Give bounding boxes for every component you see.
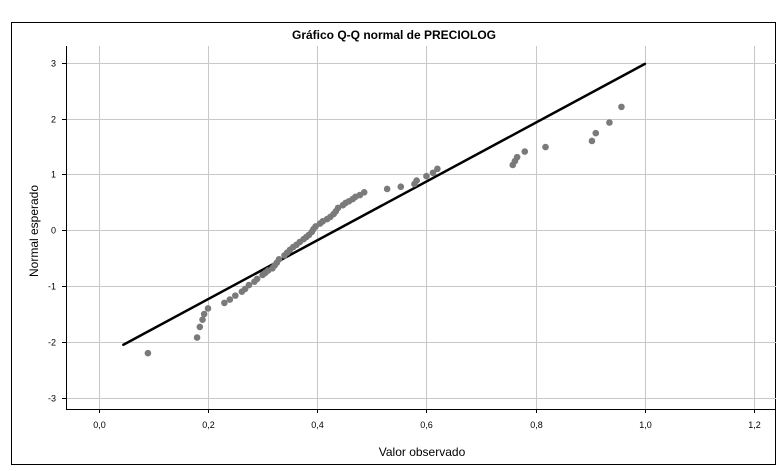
data-point: [618, 103, 625, 111]
y-tick-label: 2: [51, 115, 56, 125]
x-tick-label: 0,4: [311, 420, 324, 430]
x-tick-label: 0,6: [420, 420, 433, 430]
data-point: [275, 256, 283, 263]
axes: [62, 46, 776, 413]
data-point: [245, 281, 253, 289]
data-point: [144, 349, 152, 357]
data-point: [253, 275, 261, 283]
y-tick-label: -1: [48, 282, 56, 292]
y-tick-label: 0: [51, 226, 56, 236]
outer-frame: [11, 22, 776, 465]
data-point: [193, 334, 201, 341]
data-point: [513, 153, 521, 161]
x-tick-label: 1,2: [748, 420, 761, 430]
x-axis-title: Valor observado: [379, 445, 466, 459]
reference-line: [122, 62, 647, 347]
reference-line-group: [122, 62, 647, 347]
x-tick-label: 0,8: [530, 420, 543, 430]
y-tick-label: 3: [51, 59, 56, 69]
data-point: [606, 119, 613, 126]
x-tick-label: 0,2: [202, 420, 215, 430]
data-point: [204, 305, 212, 312]
data-point: [200, 310, 208, 318]
x-tick-label: 1,0: [639, 420, 652, 430]
y-axis-title: Normal esperado: [27, 185, 41, 277]
data-point: [221, 299, 228, 307]
data-point: [542, 143, 549, 151]
data-point: [196, 323, 204, 331]
data-point: [434, 165, 441, 173]
data-points: [144, 103, 625, 357]
data-point: [413, 177, 420, 184]
data-point: [232, 292, 239, 299]
data-point: [383, 185, 391, 193]
data-point: [199, 316, 206, 323]
data-point: [521, 148, 529, 155]
y-tick-label: -3: [48, 394, 56, 404]
y-tick-label: -2: [48, 338, 56, 348]
chart-title: Gráfico Q-Q normal de PRECIOLOG: [292, 28, 496, 42]
grid: [66, 46, 776, 409]
data-point: [588, 137, 596, 145]
data-point: [334, 204, 342, 212]
data-point: [226, 296, 234, 303]
data-point: [360, 189, 368, 196]
x-tick-label: 0,0: [93, 420, 106, 430]
y-tick-label: 1: [51, 170, 56, 180]
data-point: [397, 183, 405, 191]
data-point: [592, 129, 600, 137]
data-point: [423, 172, 430, 180]
tick-labels: 0,0 0,2 0,4 0,6 0,8 1,0 1,2 -3 -2 -1 0 1 2 3: [48, 59, 761, 431]
data-point: [429, 169, 437, 177]
